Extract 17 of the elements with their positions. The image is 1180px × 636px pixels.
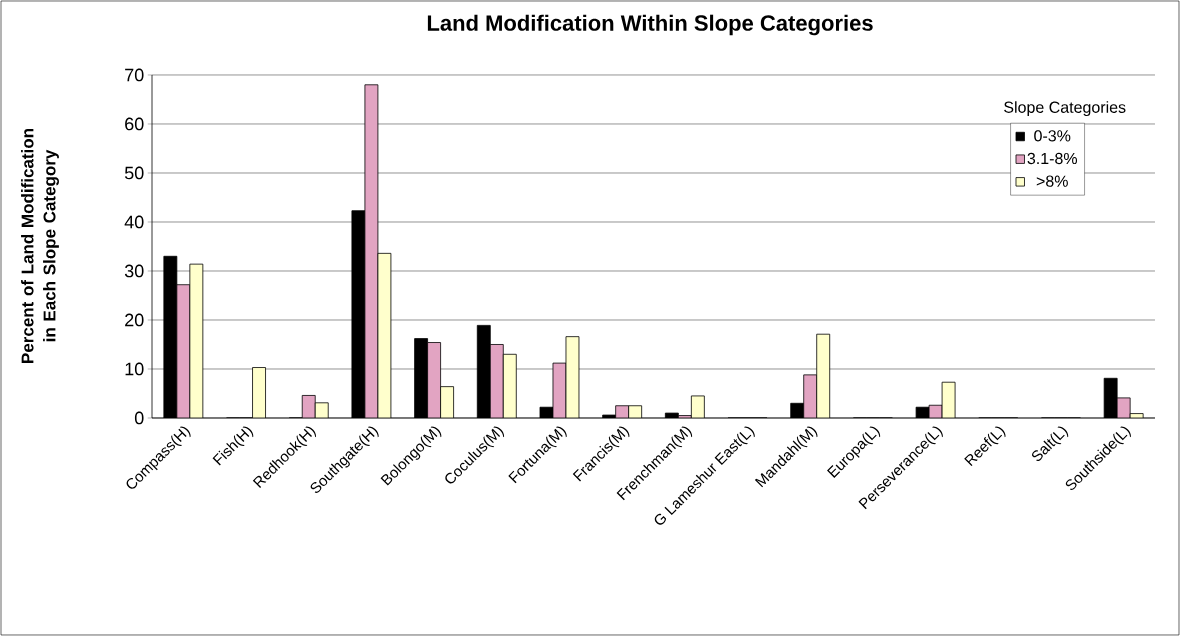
- legend-label: 0-3%: [1034, 130, 1071, 142]
- bar: [816, 334, 830, 418]
- legend-label: >8%: [1036, 175, 1068, 187]
- y-tick-label: 70: [125, 68, 144, 82]
- legend-title: Slope Categories: [1004, 101, 1126, 117]
- chart-title: Land Modification Within Slope Categories: [427, 14, 873, 36]
- y-tick-label: 60: [125, 117, 144, 131]
- y-tick-label: 30: [124, 264, 144, 278]
- y-tick-label: 10: [125, 362, 144, 376]
- bar: [503, 354, 517, 418]
- y-tick-label: 40: [124, 215, 144, 229]
- legend-label: 3.1-8%: [1027, 152, 1078, 165]
- bar: [252, 367, 266, 418]
- y-axis-title: Percent of Land Modification in Each Slope Category: [21, 128, 59, 363]
- y-tick-label: 20: [125, 313, 144, 327]
- y-tick-label: 50: [124, 166, 144, 180]
- y-tick-label: 0: [134, 411, 144, 425]
